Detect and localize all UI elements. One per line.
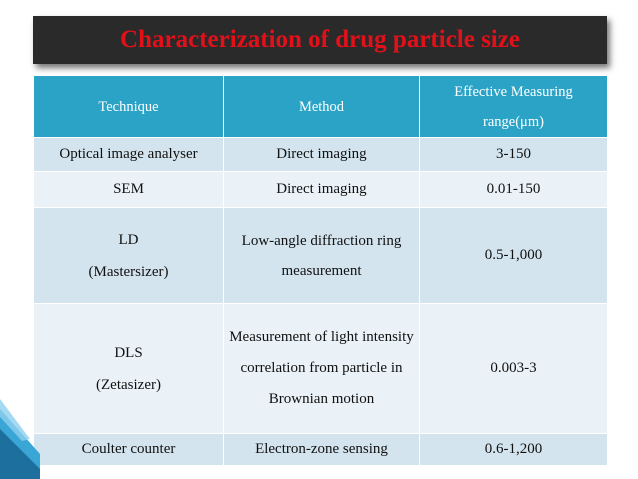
header-range-label: Effective Measuring range(μm) <box>454 83 573 130</box>
cell-method: Electron-zone sensing <box>223 433 420 466</box>
cell-method-text: Measurement of light intensity correlati… <box>229 329 414 407</box>
cell-range: 0.01-150 <box>419 171 608 208</box>
cell-range: 0.003-3 <box>419 303 608 434</box>
cell-range: 0.6-1,200 <box>419 433 608 466</box>
cell-technique: DLS (Zetasizer) <box>33 303 224 434</box>
table-row: LD (Mastersizer) Low-angle diffraction r… <box>33 207 608 304</box>
cell-method: Direct imaging <box>223 171 420 208</box>
slide-title: Characterization of drug particle size <box>120 26 520 53</box>
cell-range: 0.5-1,000 <box>419 207 608 304</box>
cell-method: Direct imaging <box>223 137 420 172</box>
cell-technique: Optical image analyser <box>33 137 224 172</box>
cell-method: Measurement of light intensity correlati… <box>223 303 420 434</box>
table-row: Optical image analyser Direct imaging 3-… <box>33 137 608 172</box>
cell-technique-text: DLS (Zetasizer) <box>96 344 161 393</box>
corner-decoration <box>0 399 40 479</box>
table-row: SEM Direct imaging 0.01-150 <box>33 171 608 208</box>
table-header-row: Technique Method Effective Measuring ran… <box>33 75 608 138</box>
cell-technique-text: LD (Mastersizer) <box>88 231 169 280</box>
cell-method-text: Low-angle diffraction ring measurement <box>241 232 402 279</box>
table-row: Coulter counter Electron-zone sensing 0.… <box>33 433 608 466</box>
header-method: Method <box>223 75 420 138</box>
cell-technique: Coulter counter <box>33 433 224 466</box>
title-bar: Characterization of drug particle size <box>33 16 607 64</box>
particle-size-table: Technique Method Effective Measuring ran… <box>33 75 608 466</box>
cell-technique: LD (Mastersizer) <box>33 207 224 304</box>
header-range: Effective Measuring range(μm) <box>419 75 608 138</box>
cell-technique: SEM <box>33 171 224 208</box>
header-technique: Technique <box>33 75 224 138</box>
cell-range: 3-150 <box>419 137 608 172</box>
cell-method: Low-angle diffraction ring measurement <box>223 207 420 304</box>
table-row: DLS (Zetasizer) Measurement of light int… <box>33 303 608 434</box>
